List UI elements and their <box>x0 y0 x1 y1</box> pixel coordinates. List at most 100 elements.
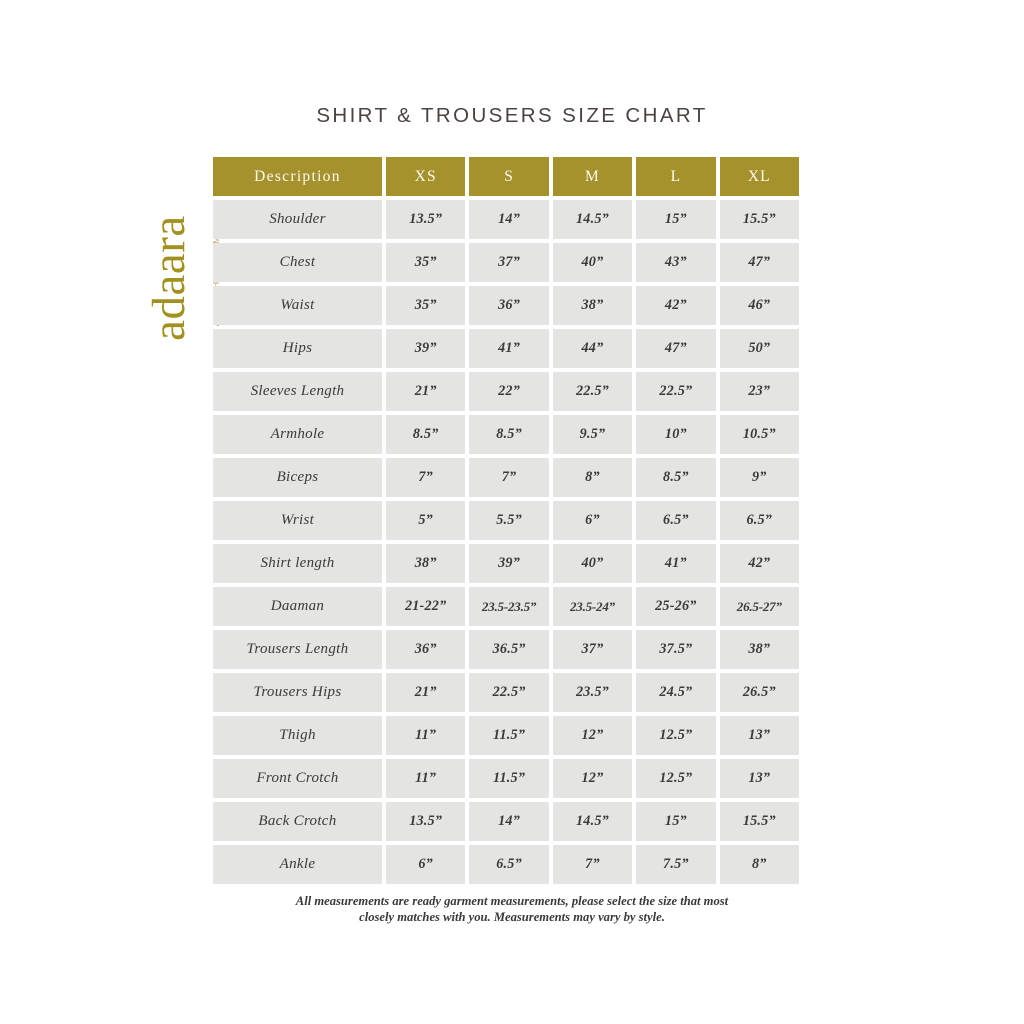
measurement-value: 13” <box>719 716 799 755</box>
measurement-value: 38” <box>552 286 633 325</box>
measurement-value: 15” <box>636 802 716 841</box>
measurement-value: 11.5” <box>469 716 549 755</box>
measurement-value: 7” <box>552 845 633 884</box>
measurement-value: 11” <box>385 759 466 798</box>
table-row: Biceps 7” 7” 8” 8.5” 9” <box>213 458 799 497</box>
table-row: Trousers Hips 21” 22.5” 23.5” 24.5” 26.5” <box>213 673 799 712</box>
measurement-value: 42” <box>719 544 799 583</box>
measurement-value: 6.5” <box>469 845 549 884</box>
measurement-label: Shirt length <box>213 544 382 583</box>
measurement-value: 8” <box>719 845 799 884</box>
table-row: Sleeves Length 21” 22” 22.5” 22.5” 23” <box>213 372 799 411</box>
measurement-value: 7” <box>385 458 466 497</box>
measurement-value: 13.5” <box>385 802 466 841</box>
measurement-value: 13” <box>719 759 799 798</box>
measurement-value: 10.5” <box>719 415 799 454</box>
measurement-value: 14.5” <box>552 200 633 239</box>
measurement-value: 5.5” <box>469 501 549 540</box>
measurement-value: 22.5” <box>469 673 549 712</box>
measurement-value: 7” <box>469 458 549 497</box>
table-row: Wrist 5” 5.5” 6” 6.5” 6.5” <box>213 501 799 540</box>
measurement-value: 40” <box>552 243 633 282</box>
measurement-value: 22.5” <box>636 372 716 411</box>
measurement-value: 47” <box>636 329 716 368</box>
measurement-value: 35” <box>385 243 466 282</box>
measurement-value: 6” <box>385 845 466 884</box>
measurement-value: 40” <box>552 544 633 583</box>
measurement-label: Wrist <box>213 501 382 540</box>
measurement-value: 39” <box>385 329 466 368</box>
measurement-value: 26.5-27” <box>719 587 799 626</box>
brand-name: adaara <box>143 215 195 341</box>
measurement-value: 11” <box>385 716 466 755</box>
measurement-value: 38” <box>385 544 466 583</box>
measurement-value: 6.5” <box>636 501 716 540</box>
measurement-value: 36” <box>469 286 549 325</box>
measurement-value: 11.5” <box>469 759 549 798</box>
measurement-value: 15.5” <box>719 200 799 239</box>
measurement-value: 10” <box>636 415 716 454</box>
measurement-value: 50” <box>719 329 799 368</box>
measurement-value: 6” <box>552 501 633 540</box>
measurement-value: 39” <box>469 544 549 583</box>
table-row: Thigh 11” 11.5” 12” 12.5” 13” <box>213 716 799 755</box>
table-row: Back Crotch 13.5” 14” 14.5” 15” 15.5” <box>213 802 799 841</box>
brand-logo: adaara AN ETHNIC EMPIRE <box>132 178 221 378</box>
measurement-value: 38” <box>719 630 799 669</box>
measurement-value: 23.5-23.5” <box>469 587 549 626</box>
measurement-label: Daaman <box>213 587 382 626</box>
measurement-value: 26.5” <box>719 673 799 712</box>
measurement-value: 35” <box>385 286 466 325</box>
page-title: SHIRT & TROUSERS SIZE CHART <box>316 104 708 127</box>
header-row: Description XS S M L XL <box>213 157 799 196</box>
measurement-value: 37” <box>552 630 633 669</box>
measurement-value: 9” <box>719 458 799 497</box>
measurement-value: 41” <box>636 544 716 583</box>
measurement-value: 9.5” <box>552 415 633 454</box>
measurement-value: 43” <box>636 243 716 282</box>
measurement-value: 7.5” <box>636 845 716 884</box>
measurement-value: 14.5” <box>552 802 633 841</box>
table-row: Waist 35” 36” 38” 42” 46” <box>213 286 799 325</box>
measurement-label: Ankle <box>213 845 382 884</box>
measurement-label: Front Crotch <box>213 759 382 798</box>
measurement-value: 8” <box>552 458 633 497</box>
measurement-value: 23” <box>719 372 799 411</box>
measurement-value: 14” <box>469 802 549 841</box>
table-row: Chest 35” 37” 40” 43” 47” <box>213 243 799 282</box>
table-row: Front Crotch 11” 11.5” 12” 12.5” 13” <box>213 759 799 798</box>
measurement-value: 36” <box>385 630 466 669</box>
column-header-description: Description <box>213 157 382 196</box>
measurement-value: 21” <box>385 673 466 712</box>
measurement-value: 15.5” <box>719 802 799 841</box>
measurement-label: Thigh <box>213 716 382 755</box>
measurement-value: 12.5” <box>636 716 716 755</box>
table-header: Description XS S M L XL <box>213 157 799 196</box>
measurement-value: 41” <box>469 329 549 368</box>
table-row: Hips 39” 41” 44” 47” 50” <box>213 329 799 368</box>
table-row: Shoulder 13.5” 14” 14.5” 15” 15.5” <box>213 200 799 239</box>
measurement-label: Chest <box>213 243 382 282</box>
column-header-xs: XS <box>385 157 466 196</box>
measurement-value: 5” <box>385 501 466 540</box>
measurement-note: All measurements are ready garment measu… <box>0 893 1024 925</box>
measurement-value: 24.5” <box>636 673 716 712</box>
table-row: Trousers Length 36” 36.5” 37” 37.5” 38” <box>213 630 799 669</box>
measurement-value: 46” <box>719 286 799 325</box>
measurement-label: Biceps <box>213 458 382 497</box>
measurement-label: Trousers Hips <box>213 673 382 712</box>
table-row: Shirt length 38” 39” 40” 41” 42” <box>213 544 799 583</box>
measurement-label: Sleeves Length <box>213 372 382 411</box>
measurement-value: 8.5” <box>469 415 549 454</box>
column-header-l: L <box>636 157 716 196</box>
measurement-value: 8.5” <box>636 458 716 497</box>
measurement-value: 22.5” <box>552 372 633 411</box>
measurement-value: 47” <box>719 243 799 282</box>
measurement-value: 12” <box>552 716 633 755</box>
measurement-value: 12.5” <box>636 759 716 798</box>
measurement-value: 25-26” <box>636 587 716 626</box>
table-row: Armhole 8.5” 8.5” 9.5” 10” 10.5” <box>213 415 799 454</box>
note-line-2: closely matches with you. Measurements m… <box>359 910 665 924</box>
column-header-xl: XL <box>719 157 799 196</box>
